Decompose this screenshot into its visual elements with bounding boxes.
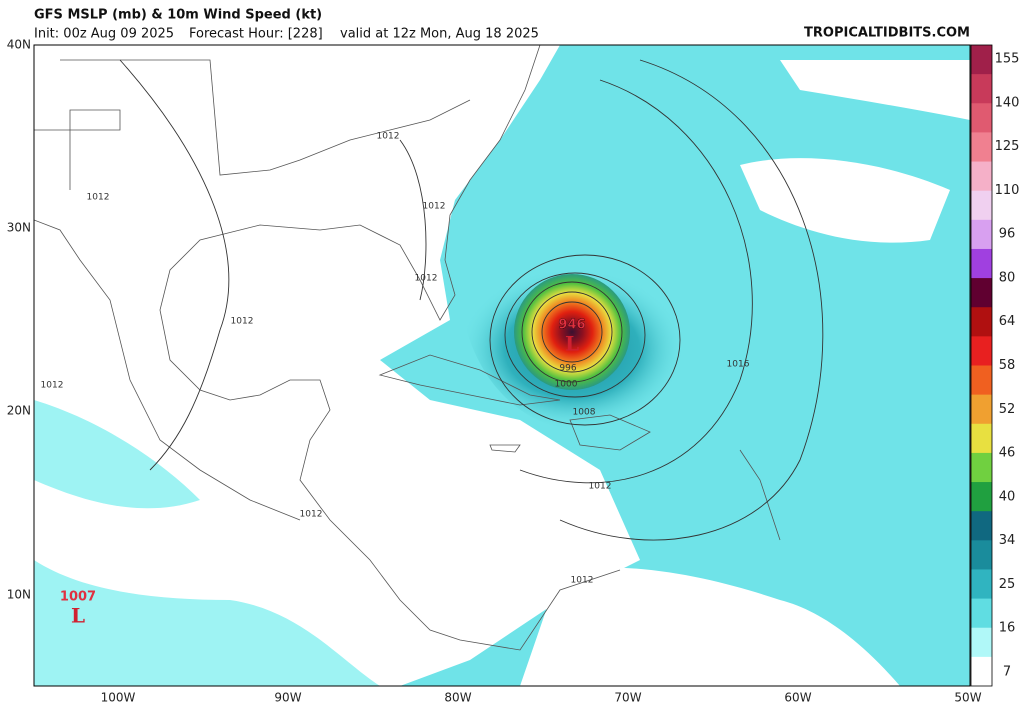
colorbar-segment	[971, 423, 992, 454]
colorbar-label: 140	[995, 95, 1020, 110]
title: GFS MSLP (mb) & 10m Wind Speed (kt)	[34, 8, 322, 23]
low-wind-area	[780, 60, 970, 120]
colorbar-frame	[970, 44, 993, 687]
isobar-label: 1012	[87, 193, 110, 203]
low-wind-area	[34, 45, 640, 686]
valid-time: valid at 12z Mon, Aug 18 2025	[340, 27, 539, 42]
colorbar-segment	[971, 452, 992, 483]
colorbar-segment	[971, 569, 992, 600]
colorbar-label: 155	[995, 52, 1020, 67]
colorbar-segment	[971, 307, 992, 337]
colorbar-label: 34	[999, 533, 1016, 548]
low-pressure: 946	[558, 318, 585, 333]
colorbar-segment	[971, 394, 992, 425]
colorbar-segment	[971, 161, 992, 192]
forecast-hour: Forecast Hour: [228]	[189, 27, 323, 42]
site-credit: TROPICALTIDBITS.COM	[804, 26, 970, 41]
isobar-label: 1016	[727, 360, 750, 370]
colorbar-label: 40	[999, 489, 1016, 504]
isobar-label: 1012	[231, 317, 254, 327]
isobar-label: 996	[559, 364, 576, 374]
colorbar-label: 46	[999, 446, 1016, 461]
colorbar-segment	[971, 540, 992, 570]
lon-label: 60W	[784, 691, 811, 705]
lat-label: 30N	[7, 221, 31, 235]
colorbar-label: 7	[1003, 665, 1011, 680]
isobar-label: 1012	[300, 510, 323, 520]
colorbar-segment	[971, 365, 992, 396]
lon-label: 100W	[101, 691, 136, 705]
colorbar-label: 110	[995, 183, 1020, 198]
colorbar-label: 96	[999, 227, 1016, 242]
colorbar-segment	[971, 190, 992, 221]
isobar-label: 1012	[377, 132, 400, 142]
lon-label: 80W	[444, 691, 471, 705]
colorbar-segment	[971, 482, 992, 512]
map-frame	[33, 44, 971, 687]
colorbar-segment	[971, 627, 992, 658]
low-pressure: 1007	[60, 590, 96, 605]
colorbar-label: 16	[999, 621, 1016, 636]
colorbar-label: 52	[999, 402, 1016, 417]
init-time: Init: 00z Aug 09 2025	[34, 27, 174, 42]
pacific-wind	[34, 400, 200, 509]
isobar-label: 1000	[555, 380, 578, 390]
map-area	[34, 45, 970, 686]
lat-label: 20N	[7, 404, 31, 418]
south-america	[520, 567, 900, 686]
colorbar-segment	[971, 45, 992, 75]
lat-label: 40N	[7, 38, 31, 52]
lat-label: 10N	[7, 588, 31, 602]
lon-label: 50W	[954, 691, 981, 705]
lon-label: 90W	[274, 691, 301, 705]
colorbar-segment	[971, 219, 992, 250]
low-wind-area	[740, 158, 950, 243]
isobar-label: 1008	[573, 408, 596, 418]
colorbar-segment	[971, 248, 992, 279]
colorbar-segment	[971, 74, 992, 104]
lon-label: 70W	[614, 691, 641, 705]
colorbar-label: 80	[999, 270, 1016, 285]
colorbar-segment	[971, 132, 992, 163]
colorbar-segment	[971, 511, 992, 541]
isobar-label: 1012	[41, 381, 64, 391]
pacific-wind	[34, 560, 380, 686]
colorbar-segment	[971, 278, 992, 308]
low-symbol: L	[565, 332, 579, 356]
coastlines	[34, 45, 781, 651]
colorbar: 155 140 125 110 96 80 64 58 52 46 40 34 25 16 7	[970, 44, 1020, 687]
low-symbol: L	[71, 604, 85, 628]
isobar-label: 1012	[589, 482, 612, 492]
isobars	[119, 59, 824, 541]
colorbar-label: 125	[995, 139, 1020, 154]
colorbar-label: 64	[999, 314, 1016, 329]
colorbar-segment	[971, 598, 992, 629]
isobar-label: 1012	[415, 274, 438, 284]
colorbar-label: 58	[999, 358, 1016, 373]
colorbar-segment	[971, 336, 992, 366]
isobar-label: 1012	[423, 202, 446, 212]
colorbar-segment	[971, 103, 992, 133]
isobar-label: 1012	[571, 576, 594, 586]
colorbar-label: 25	[999, 577, 1016, 592]
hurricane-core	[514, 274, 630, 390]
colorbar-segment	[971, 656, 992, 687]
